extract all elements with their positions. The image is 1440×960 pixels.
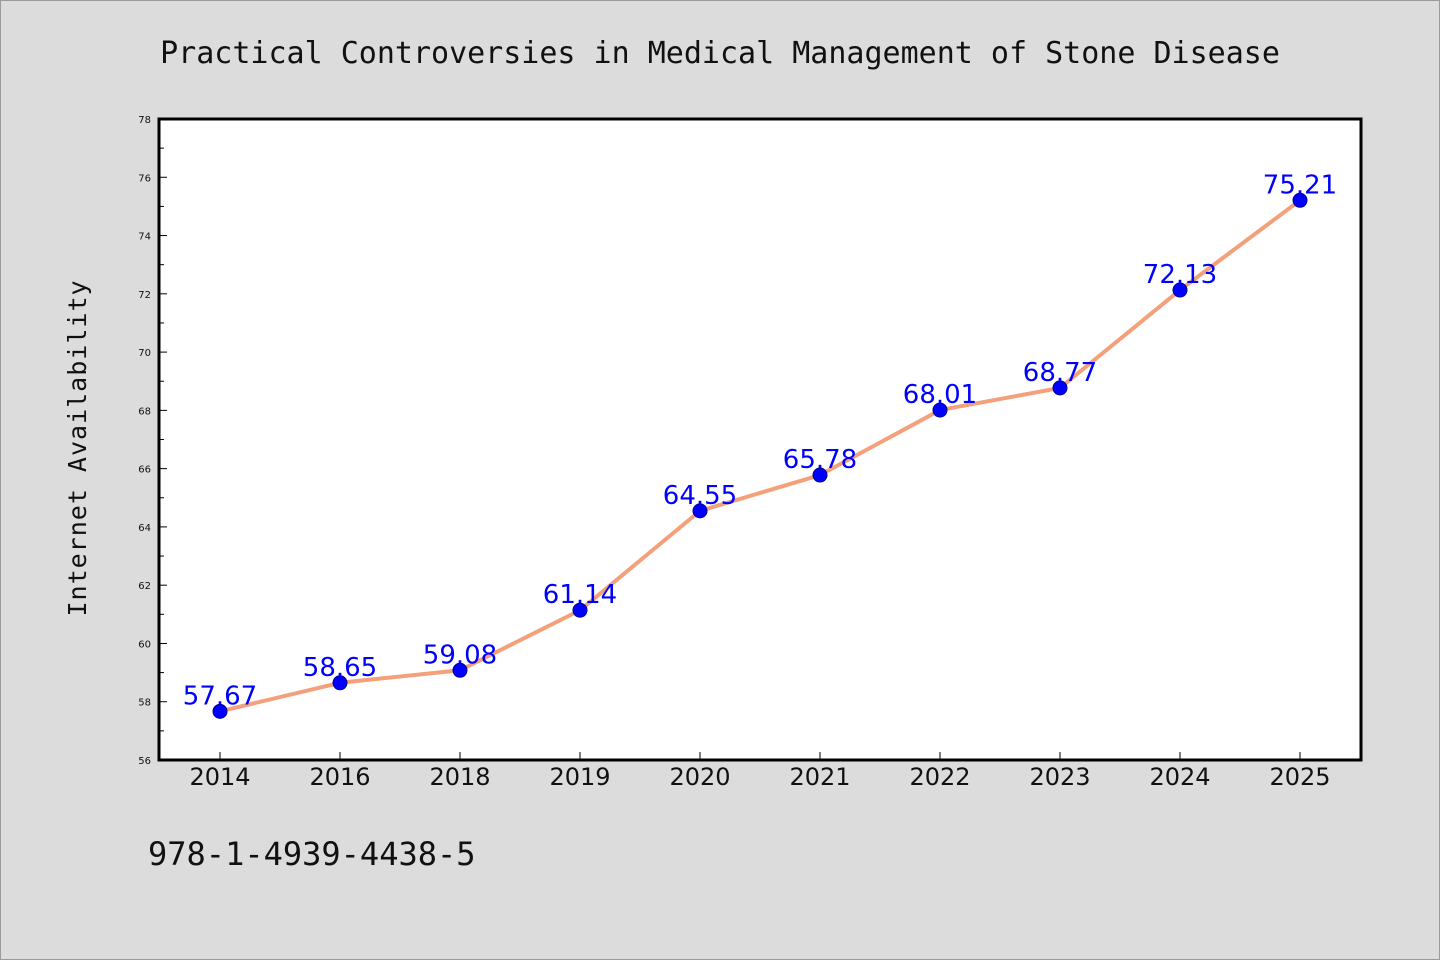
x-tick-label: 2022 xyxy=(909,763,970,791)
x-tick-label: 2018 xyxy=(429,763,490,791)
y-tick-label: 58 xyxy=(138,698,151,709)
y-tick-label: 78 xyxy=(138,115,151,126)
series-line xyxy=(219,198,1302,714)
y-tick-label: 76 xyxy=(138,173,151,184)
data-point xyxy=(812,467,828,483)
data-label: 61.14 xyxy=(543,580,617,610)
data-point xyxy=(1292,192,1308,208)
data-point xyxy=(1052,380,1068,396)
data-label: 57.67 xyxy=(183,681,257,711)
chart-title: Practical Controversies in Medical Manag… xyxy=(160,36,1280,71)
y-tick-label: 60 xyxy=(138,639,151,650)
y-tick-label: 74 xyxy=(138,232,151,243)
y-axis-label: Internet Availability xyxy=(63,279,92,616)
data-point xyxy=(692,503,708,519)
y-tick-label: 68 xyxy=(138,406,151,417)
y-axis: 56 58 60 62 64 66 68 70 72 74 76 78 xyxy=(138,115,167,767)
x-tick-label: 2016 xyxy=(309,763,370,791)
data-point xyxy=(332,675,348,691)
footer-isbn: 978-1-4939-4438-5 xyxy=(148,835,476,873)
y-tick-label: 62 xyxy=(138,581,151,592)
x-tick-label: 2020 xyxy=(669,763,730,791)
data-point xyxy=(1172,282,1188,298)
data-point xyxy=(212,703,228,719)
x-tick-label: 2025 xyxy=(1269,763,1330,791)
data-label: 58.65 xyxy=(303,653,377,683)
y-tick-label: 66 xyxy=(138,465,151,476)
x-tick-label: 2019 xyxy=(549,763,610,791)
data-point xyxy=(572,602,588,618)
data-label: 64.55 xyxy=(663,481,737,511)
data-point xyxy=(932,402,948,418)
y-tick-label: 70 xyxy=(138,348,151,359)
data-label: 72.13 xyxy=(1143,260,1217,290)
data-label: 65.78 xyxy=(783,445,857,475)
y-tick-label: 72 xyxy=(138,290,151,301)
x-tick-label: 2014 xyxy=(189,763,250,791)
y-tick-label: 56 xyxy=(138,756,151,767)
data-label: 59.08 xyxy=(423,640,497,670)
data-label: 68.77 xyxy=(1023,358,1097,388)
data-point xyxy=(452,662,468,678)
plot-area xyxy=(157,117,1363,762)
y-tick-label: 64 xyxy=(138,523,151,534)
data-label: 68.01 xyxy=(903,380,977,410)
x-tick-label: 2024 xyxy=(1149,763,1210,791)
x-tick-label: 2023 xyxy=(1029,763,1090,791)
data-labels: 57.67 58.65 59.08 61.14 64.55 65.78 68.01 68.77… xyxy=(183,170,1337,711)
data-label: 75.21 xyxy=(1263,170,1337,200)
x-tick-label: 2021 xyxy=(789,763,850,791)
series-group xyxy=(212,192,1308,719)
x-axis: 2014 2016 2018 2019 2020 2021 2022 2023 2024 2025 xyxy=(189,752,1331,791)
